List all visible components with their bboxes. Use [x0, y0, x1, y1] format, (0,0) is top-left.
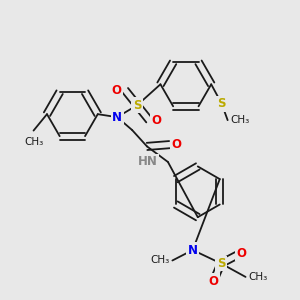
Text: CH₃: CH₃ — [248, 272, 268, 282]
Text: O: O — [152, 114, 162, 127]
Text: O: O — [208, 275, 218, 288]
Text: N: N — [188, 244, 198, 256]
Text: O: O — [111, 84, 121, 97]
Text: CH₃: CH₃ — [150, 256, 170, 266]
Text: S: S — [218, 97, 226, 110]
Text: CH₃: CH₃ — [24, 136, 43, 147]
Text: O: O — [172, 138, 182, 151]
Text: CH₃: CH₃ — [231, 115, 250, 125]
Text: O: O — [236, 247, 246, 260]
Text: S: S — [217, 257, 225, 270]
Text: HN: HN — [138, 155, 158, 168]
Text: N: N — [112, 111, 122, 124]
Text: S: S — [133, 99, 141, 112]
